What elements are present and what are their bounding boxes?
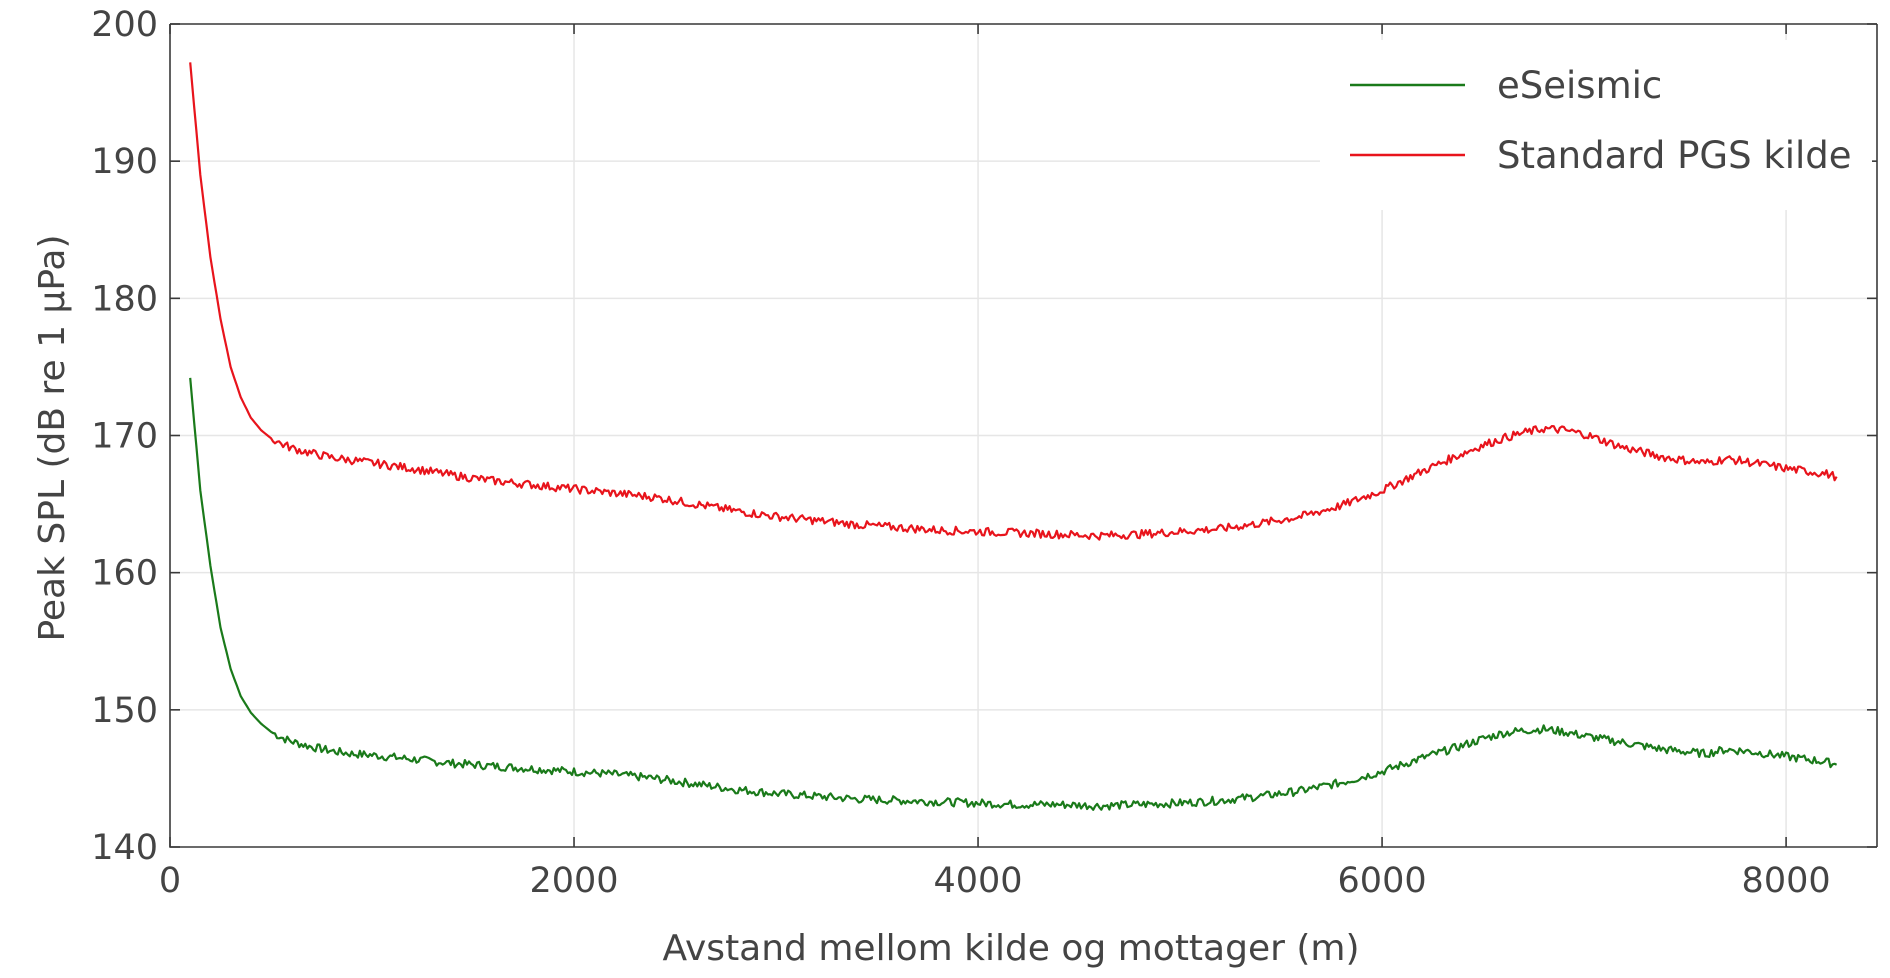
y-axis-label: Peak SPL (dB re 1 µPa) bbox=[32, 234, 73, 641]
x-tick-label: 0 bbox=[159, 861, 181, 901]
y-tick-label: 150 bbox=[91, 691, 158, 731]
x-tick-label: 8000 bbox=[1742, 861, 1831, 901]
y-tick-label: 160 bbox=[91, 554, 158, 594]
y-tick-label: 180 bbox=[91, 279, 158, 319]
y-tick-label: 200 bbox=[91, 5, 158, 45]
x-tick-label: 6000 bbox=[1338, 861, 1427, 901]
tick-labels: 0 2000 4000 6000 8000 140 150 160 170 180 190 200 bbox=[91, 5, 1830, 901]
plot-area bbox=[189, 62, 1838, 811]
y-tick-label: 140 bbox=[91, 828, 158, 868]
y-tick-label: 170 bbox=[91, 417, 158, 457]
series-line-0 bbox=[189, 377, 1838, 811]
y-tick-label: 190 bbox=[91, 142, 158, 182]
x-tick-label: 4000 bbox=[934, 861, 1023, 901]
x-tick-label: 2000 bbox=[529, 861, 618, 901]
legend-label: Standard PGS kilde bbox=[1497, 134, 1852, 177]
series-line-1 bbox=[189, 62, 1838, 541]
axes bbox=[169, 23, 1878, 848]
legend-box bbox=[1320, 40, 1872, 210]
legend: eSeismic Standard PGS kilde bbox=[1320, 40, 1872, 210]
x-axis-label: Avstand mellom kilde og mottager (m) bbox=[662, 928, 1359, 969]
legend-label: eSeismic bbox=[1497, 64, 1662, 107]
